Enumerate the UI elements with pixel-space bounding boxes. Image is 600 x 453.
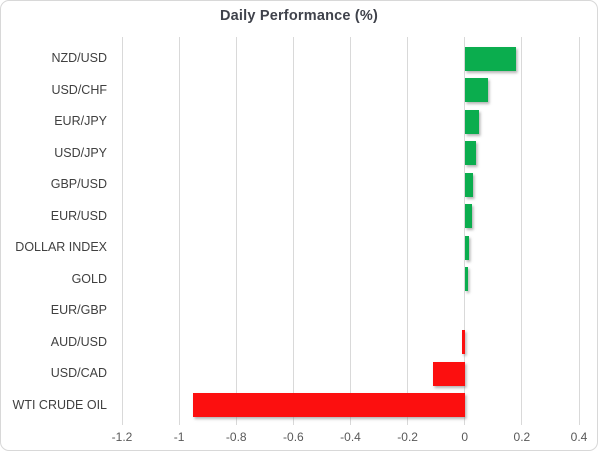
category-label: EUR/JPY <box>54 114 107 129</box>
chart-title: Daily Performance (%) <box>219 8 379 24</box>
x-tick-label: 0 <box>461 430 469 444</box>
plot-area <box>122 43 579 421</box>
category-label: USD/CHF <box>51 82 107 97</box>
gridline--0.6 <box>292 37 294 425</box>
category-label: USD/JPY <box>54 145 107 160</box>
category-axis: NZD/USD USD/CHF EUR/JPY USD/JPY GBP/USD EUR/U… <box>1 43 107 421</box>
bar-eur-usd <box>464 204 472 229</box>
gridline--0.8 <box>235 37 237 425</box>
category-label: DOLLAR INDEX <box>15 240 107 255</box>
category-label: USD/CAD <box>50 366 107 381</box>
gridline--1 <box>178 37 180 425</box>
x-tick-label: -0.4 <box>340 430 361 444</box>
value-axis: -1.2 -1 -0.8 -0.6 -0.4 -0.2 0 0.2 0.4 <box>112 430 588 446</box>
x-tick-label: -0.2 <box>397 430 418 444</box>
bar-dollar-index <box>464 235 470 260</box>
bar-wti-crude-oil <box>193 393 465 418</box>
gridline--1.2 <box>121 37 123 425</box>
bar-aud-usd <box>461 330 465 355</box>
x-tick-label: 0.4 <box>570 430 588 444</box>
x-tick-label: -0.6 <box>283 430 304 444</box>
bar-usd-jpy <box>464 141 477 166</box>
category-label: GBP/USD <box>50 177 107 192</box>
gridline-0 <box>464 37 466 425</box>
gridline-0.2 <box>521 37 523 425</box>
category-label: WTI CRUDE OIL <box>12 397 107 412</box>
x-tick-label: -1 <box>173 430 185 444</box>
category-label: EUR/USD <box>50 208 107 223</box>
x-tick-label: -0.8 <box>225 430 247 444</box>
bar-gbp-usd <box>464 172 474 197</box>
category-label: GOLD <box>71 271 107 286</box>
x-tick-label: 0.2 <box>513 430 531 444</box>
bar-usd-chf <box>464 78 488 103</box>
bar-gold <box>464 267 468 292</box>
gridline--0.4 <box>350 37 351 425</box>
gridlines <box>121 37 580 425</box>
x-tick-label: -1.2 <box>111 430 133 444</box>
bar-usd-cad <box>433 361 465 386</box>
bar-eur-jpy <box>464 109 480 134</box>
gridline--0.2 <box>407 37 409 425</box>
category-label: NZD/USD <box>51 51 107 66</box>
category-label: EUR/GBP <box>50 303 107 318</box>
category-label: AUD/USD <box>50 334 107 349</box>
gridline-0.4 <box>578 37 580 425</box>
bar-nzd-usd <box>464 46 517 71</box>
